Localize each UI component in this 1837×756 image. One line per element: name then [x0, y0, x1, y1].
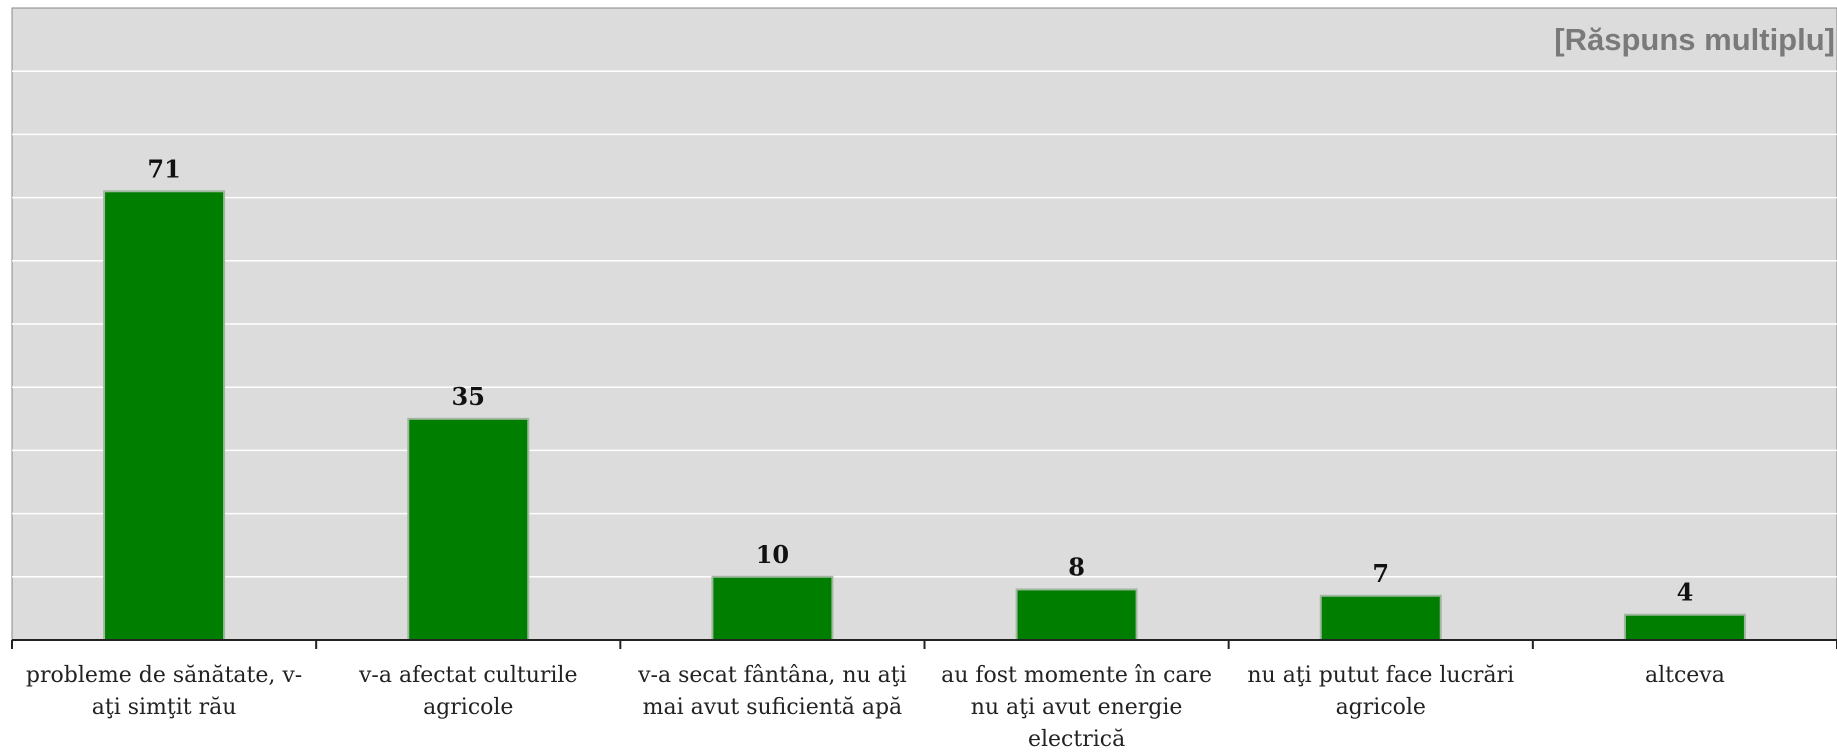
category-label: v-a afectat culturile agricole — [358, 663, 578, 720]
data-label: 4 — [1677, 578, 1694, 607]
data-label: 7 — [1372, 559, 1389, 588]
data-label: 35 — [452, 382, 485, 411]
bar — [1015, 588, 1138, 642]
category-label: probleme de sănătate, v-aţi simţit rău — [25, 663, 303, 720]
category-label: nu aţi putut face lucrări agricole — [1247, 663, 1515, 720]
data-label: 8 — [1068, 552, 1085, 581]
x-axis — [11, 639, 1837, 649]
gridlines — [12, 70, 1837, 578]
data-label: 71 — [147, 154, 180, 183]
category-label: altceva — [1644, 663, 1725, 688]
bar — [1319, 594, 1442, 642]
category-label: au fost momente în care nu aţi avut ener… — [941, 663, 1213, 752]
multiple-answer-note: [Răspuns multiplu] — [1554, 22, 1835, 57]
bar — [711, 575, 834, 641]
category-label: v-a secat fântâna, nu aţi mai avut sufic… — [638, 663, 907, 720]
bar — [407, 417, 530, 641]
bar — [1623, 613, 1746, 641]
data-label: 10 — [756, 540, 789, 569]
bars — [103, 190, 1746, 642]
bar — [103, 190, 226, 641]
data-labels: 71 35 10 8 7 4 — [147, 154, 1693, 606]
